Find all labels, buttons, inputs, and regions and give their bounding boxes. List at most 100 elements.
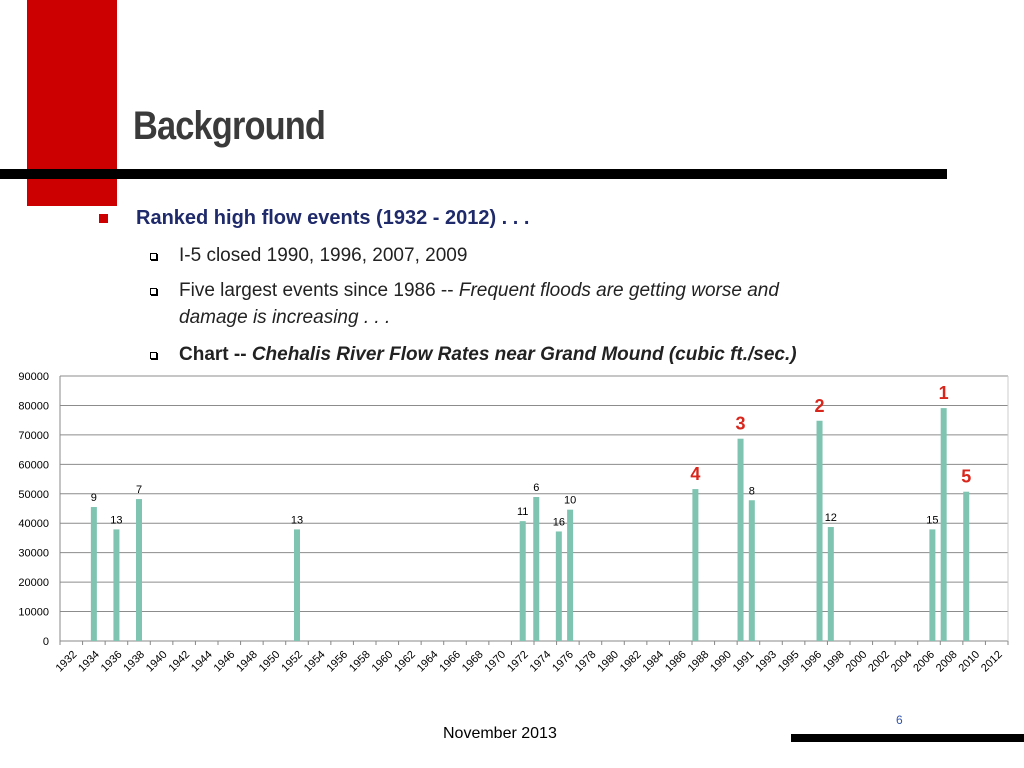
hollow-square-bullet-icon xyxy=(150,352,157,359)
x-tick-label: 1948 xyxy=(234,649,260,675)
bar xyxy=(90,507,97,641)
sub-bullet-3-bold-italic: Chehalis River Flow Rates near Grand Mou… xyxy=(251,344,797,365)
sub-bullet-1-text: I-5 closed 1990, 1996, 2007, 2009 xyxy=(179,245,468,266)
y-tick-label: 30000 xyxy=(18,548,49,560)
x-tick-label: 1934 xyxy=(76,649,102,675)
y-tick-label: 60000 xyxy=(18,459,49,471)
hollow-square-bullet-icon xyxy=(150,288,157,295)
sub-bullet-2-italic-a: Frequent floods are getting worse and xyxy=(458,280,779,301)
title-underline-bar xyxy=(0,169,947,179)
x-tick-label: 2010 xyxy=(956,649,982,675)
y-tick-label: 50000 xyxy=(18,489,49,501)
rank-label: 5 xyxy=(961,467,971,487)
x-tick-label: 1991 xyxy=(731,649,757,675)
rank-label: 4 xyxy=(690,464,700,484)
x-tick-label: 1998 xyxy=(821,649,847,675)
rank-label: 1 xyxy=(939,383,949,403)
bar xyxy=(555,531,562,641)
bar xyxy=(136,499,142,641)
sub-bullet-2-plain: Five largest events since 1986 -- xyxy=(179,280,459,301)
x-tick-label: 1938 xyxy=(121,649,147,675)
sub-bullet-2-italic-b: damage is increasing . . . xyxy=(179,307,391,328)
x-tick-label: 1946 xyxy=(212,649,238,675)
x-tick-label: 2004 xyxy=(889,649,915,675)
bar-data-label: 13 xyxy=(291,514,303,526)
x-tick-label: 1962 xyxy=(392,649,418,675)
x-tick-label: 1940 xyxy=(144,649,170,675)
x-tick-label: 1950 xyxy=(257,649,283,675)
x-tick-label: 1936 xyxy=(99,649,125,675)
y-tick-label: 40000 xyxy=(18,518,49,530)
y-tick-label: 80000 xyxy=(18,400,49,412)
bar xyxy=(940,408,947,641)
x-tick-label: 1982 xyxy=(618,649,644,675)
bar xyxy=(929,529,936,641)
x-tick-label: 1960 xyxy=(370,649,396,675)
bar xyxy=(519,521,526,641)
x-tick-label: 1986 xyxy=(663,649,689,675)
bar xyxy=(748,500,755,641)
x-tick-label: 1932 xyxy=(54,649,80,675)
x-tick-label: 2012 xyxy=(979,649,1005,675)
bar-data-label: 11 xyxy=(517,506,528,518)
x-tick-label: 1980 xyxy=(595,649,621,675)
sub-bullet-3-bold: Chart -- xyxy=(179,344,252,365)
x-tick-label: 1990 xyxy=(708,649,734,675)
sub-bullet-2-text: Five largest events since 1986 -- Freque… xyxy=(179,277,779,331)
slide-title: Background xyxy=(133,104,326,148)
rank-label: 2 xyxy=(815,396,825,416)
x-tick-label: 2002 xyxy=(866,649,892,675)
y-tick-label: 10000 xyxy=(18,607,49,619)
bar-data-label: 15 xyxy=(926,514,938,526)
x-tick-label: 1942 xyxy=(166,649,192,675)
x-tick-label: 1972 xyxy=(505,649,531,675)
x-tick-label: 1968 xyxy=(460,649,486,675)
x-tick-label: 1964 xyxy=(415,649,441,675)
x-tick-label: 1984 xyxy=(640,649,666,675)
x-tick-label: 1978 xyxy=(573,649,599,675)
x-tick-label: 1958 xyxy=(347,649,373,675)
x-tick-label: 2000 xyxy=(844,649,870,675)
bar xyxy=(737,438,744,641)
y-tick-label: 0 xyxy=(43,636,49,648)
bar xyxy=(816,420,823,641)
page-number: 6 xyxy=(896,713,903,727)
bar xyxy=(692,489,699,641)
bar-data-label: 12 xyxy=(825,512,837,524)
y-tick-label: 70000 xyxy=(18,430,49,442)
y-tick-label: 20000 xyxy=(18,577,49,589)
bar-data-label: 16 xyxy=(553,516,565,528)
square-bullet-icon xyxy=(99,214,108,223)
bar xyxy=(963,491,970,641)
footer-date: November 2013 xyxy=(443,725,557,742)
x-tick-label: 1970 xyxy=(482,649,508,675)
x-tick-label: 1976 xyxy=(550,649,576,675)
bar xyxy=(113,529,120,641)
bar-data-label: 13 xyxy=(110,514,122,526)
bar-data-label: 6 xyxy=(533,482,539,494)
bar-data-label: 9 xyxy=(91,492,97,504)
x-tick-label: 1954 xyxy=(302,649,328,675)
flow-rate-bar-chart: 0 10000 20000 30000 40000 50000 60000 70000 8000… xyxy=(18,371,1009,675)
bar xyxy=(567,509,574,641)
x-tick-label: 2008 xyxy=(934,649,960,675)
bar-data-label: 8 xyxy=(749,485,755,497)
bullet-main-text: Ranked high flow events (1932 - 2012) . … xyxy=(136,207,530,229)
rank-label: 3 xyxy=(736,414,746,434)
sub-bullet-3-text: Chart -- Chehalis River Flow Rates near … xyxy=(179,341,797,368)
x-tick-label: 1993 xyxy=(753,649,779,675)
hollow-square-bullet-icon xyxy=(150,253,157,260)
x-tick-label: 1956 xyxy=(324,649,350,675)
x-tick-label: 2006 xyxy=(911,649,937,675)
bar-data-label: 7 xyxy=(136,484,142,496)
footer-bar xyxy=(791,734,1024,742)
x-tick-label: 1995 xyxy=(776,649,802,675)
x-tick-label: 1944 xyxy=(189,649,215,675)
x-tick-label: 1974 xyxy=(528,649,554,675)
bar xyxy=(294,529,300,641)
x-tick-label: 1988 xyxy=(686,649,712,675)
y-tick-label: 90000 xyxy=(18,371,49,383)
bar-data-label: 10 xyxy=(564,495,576,507)
x-tick-label: 1952 xyxy=(279,649,305,675)
x-tick-label: 1966 xyxy=(437,649,463,675)
